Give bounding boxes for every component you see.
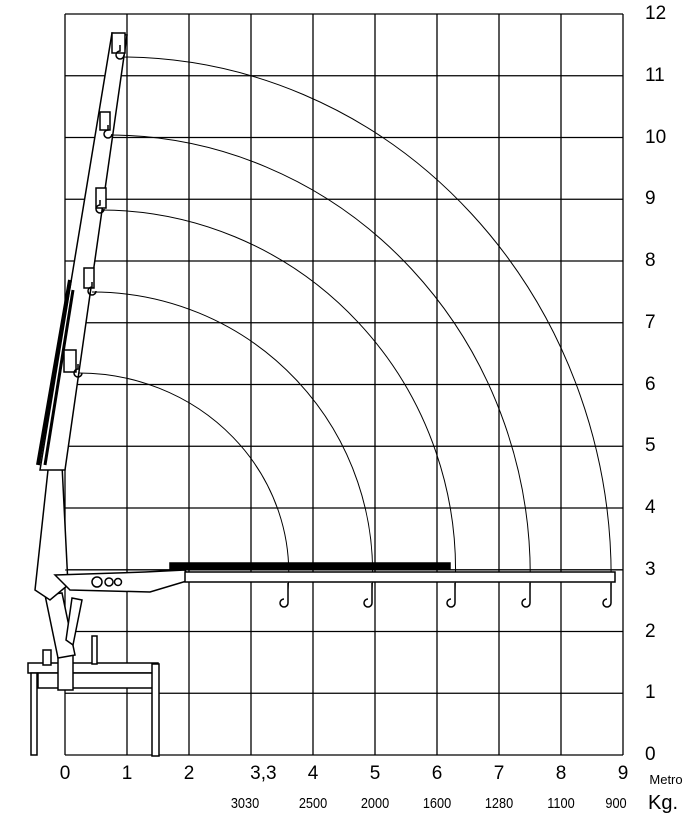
hook-icon bbox=[521, 583, 531, 608]
load-value: 900 bbox=[605, 795, 627, 812]
load-value: 1100 bbox=[547, 795, 575, 812]
x-tick-label: 9 bbox=[617, 763, 629, 784]
reach-arc-5 bbox=[119, 56, 612, 591]
x-tick-label: 2 bbox=[183, 763, 195, 784]
load-value: 2000 bbox=[360, 795, 390, 812]
y-tick-label: 3 bbox=[645, 558, 656, 580]
load-unit: Kg. bbox=[647, 792, 679, 814]
horizontal-boom-base bbox=[53, 569, 192, 593]
y-tick-label: 7 bbox=[645, 311, 656, 333]
horizontal-boom bbox=[184, 571, 616, 583]
load-value: 1280 bbox=[484, 795, 514, 812]
y-tick-label: 6 bbox=[645, 373, 656, 395]
hook-icon bbox=[363, 583, 373, 608]
x-tick-label: 0 bbox=[59, 763, 71, 784]
hook-icon bbox=[87, 282, 97, 296]
x-tick-label: 3,3 bbox=[250, 763, 277, 784]
reach-arc-3 bbox=[99, 209, 457, 591]
vertical-boom bbox=[39, 32, 128, 471]
y-tick-label: 5 bbox=[645, 435, 656, 457]
hooks bbox=[73, 45, 612, 608]
y-tick-label: 8 bbox=[645, 250, 656, 271]
y-tick-label: 4 bbox=[645, 497, 656, 518]
y-tick-label: 9 bbox=[645, 188, 656, 210]
hook-icon bbox=[103, 125, 113, 139]
y-tick-label: 2 bbox=[645, 620, 656, 642]
reach-arc-1 bbox=[77, 372, 290, 591]
x-tick-label: 1 bbox=[121, 763, 133, 784]
y-tick-label: 10 bbox=[645, 126, 667, 148]
y-tick-label: 12 bbox=[645, 3, 667, 24]
x-tick-label: 5 bbox=[369, 763, 381, 784]
x-tick-label: 4 bbox=[307, 763, 319, 784]
y-tick-label: 0 bbox=[645, 744, 656, 765]
x-tick-label: 7 bbox=[493, 763, 505, 784]
x-tick-label: 6 bbox=[431, 763, 443, 784]
y-tick-label: 1 bbox=[645, 682, 656, 704]
hook-icon bbox=[73, 364, 83, 378]
reach-arc-2 bbox=[91, 291, 374, 591]
hook-icon bbox=[115, 45, 125, 60]
load-value: 2500 bbox=[298, 795, 328, 812]
reach-arc-4 bbox=[107, 134, 531, 591]
hook-icon bbox=[95, 200, 105, 214]
y-tick-label: 11 bbox=[645, 64, 665, 86]
hook-icon bbox=[602, 583, 612, 608]
crane-base-box bbox=[37, 672, 154, 689]
outrigger-leg-left bbox=[30, 672, 38, 756]
load-value: 1600 bbox=[422, 795, 452, 812]
x-axis-unit: Metro bbox=[649, 772, 683, 787]
outrigger-leg-right bbox=[151, 663, 160, 757]
main-boom bbox=[34, 463, 69, 601]
x-tick-label: 8 bbox=[555, 763, 567, 784]
hook-icon bbox=[279, 583, 289, 608]
load-value: 3030 bbox=[230, 795, 260, 812]
reach-arcs bbox=[77, 56, 612, 591]
hook-icon bbox=[446, 583, 456, 608]
crane-drawing bbox=[27, 32, 623, 757]
